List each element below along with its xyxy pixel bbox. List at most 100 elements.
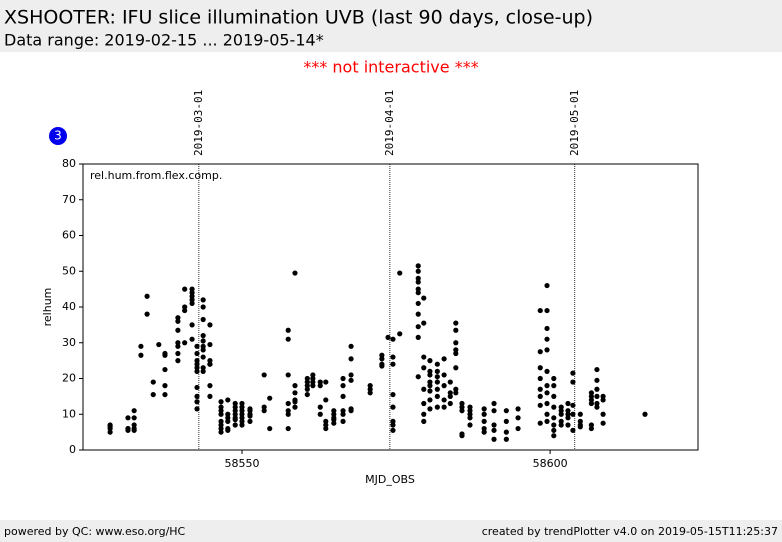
header-bar <box>0 0 782 52</box>
point <box>261 408 267 414</box>
point <box>285 327 291 333</box>
point <box>200 354 206 360</box>
point <box>304 391 310 398</box>
point <box>459 431 465 437</box>
point <box>441 372 447 378</box>
point <box>427 368 433 374</box>
point <box>156 341 162 348</box>
point <box>453 350 459 357</box>
point <box>577 411 583 417</box>
point <box>570 402 576 408</box>
point <box>162 383 168 389</box>
point <box>421 418 427 424</box>
point <box>481 425 487 432</box>
annotation: rel.hum.from.flex.comp. <box>90 169 222 182</box>
point <box>285 425 291 432</box>
point <box>207 393 213 399</box>
point <box>427 388 433 394</box>
point <box>544 347 550 353</box>
point <box>570 370 576 376</box>
point <box>285 400 291 407</box>
point <box>588 397 594 403</box>
point <box>600 420 606 426</box>
point <box>544 368 550 374</box>
point <box>200 297 206 303</box>
point <box>503 418 509 424</box>
point <box>544 400 550 407</box>
point <box>194 350 200 357</box>
point <box>481 411 487 417</box>
point <box>491 427 497 433</box>
point <box>107 429 113 435</box>
point <box>225 411 231 417</box>
point <box>565 411 571 417</box>
point <box>292 404 298 410</box>
point <box>467 411 473 417</box>
point <box>481 406 487 412</box>
point <box>144 293 150 299</box>
point <box>459 400 465 407</box>
point <box>544 418 550 424</box>
point <box>390 404 396 410</box>
point <box>207 322 213 328</box>
y-tick-label: 70 <box>62 193 76 206</box>
point <box>537 420 543 426</box>
point <box>427 358 433 364</box>
point <box>565 408 571 414</box>
point <box>565 400 571 407</box>
x-axis-label: MJD_OBS <box>365 473 415 486</box>
point <box>189 286 195 292</box>
point <box>421 295 427 301</box>
point <box>340 411 346 417</box>
point <box>390 422 396 428</box>
point <box>348 377 354 383</box>
point <box>232 404 238 410</box>
point <box>588 393 594 399</box>
point <box>421 320 427 326</box>
point <box>642 411 648 417</box>
point <box>551 404 557 410</box>
point <box>467 408 473 414</box>
y-tick-label: 40 <box>62 300 76 313</box>
point <box>144 311 150 317</box>
point <box>247 406 253 412</box>
point <box>292 399 298 405</box>
point <box>551 375 557 382</box>
point <box>459 404 465 410</box>
point <box>182 307 188 314</box>
point <box>551 383 557 389</box>
point <box>310 379 316 385</box>
point <box>239 415 245 421</box>
point <box>415 263 421 269</box>
y-tick-label: 20 <box>62 372 76 385</box>
point <box>441 356 447 362</box>
point <box>189 300 195 307</box>
point <box>218 411 224 417</box>
point <box>594 400 600 407</box>
point <box>125 415 131 421</box>
point <box>367 386 373 392</box>
point <box>317 404 323 410</box>
page-title: XSHOOTER: IFU slice illumination UVB (la… <box>4 7 593 29</box>
point <box>194 384 200 391</box>
point <box>175 327 181 333</box>
point <box>261 404 267 410</box>
point <box>515 406 521 412</box>
point <box>434 404 440 410</box>
point <box>340 393 346 399</box>
point <box>544 336 550 342</box>
y-tick-label: 80 <box>62 157 76 170</box>
point <box>247 418 253 424</box>
point <box>323 425 329 432</box>
point <box>421 411 427 417</box>
point <box>194 368 200 374</box>
point <box>558 411 564 417</box>
point <box>544 383 550 389</box>
point <box>331 408 337 414</box>
point <box>415 279 421 285</box>
point <box>200 368 206 374</box>
point <box>415 286 421 292</box>
point <box>367 383 373 389</box>
point <box>453 386 459 392</box>
